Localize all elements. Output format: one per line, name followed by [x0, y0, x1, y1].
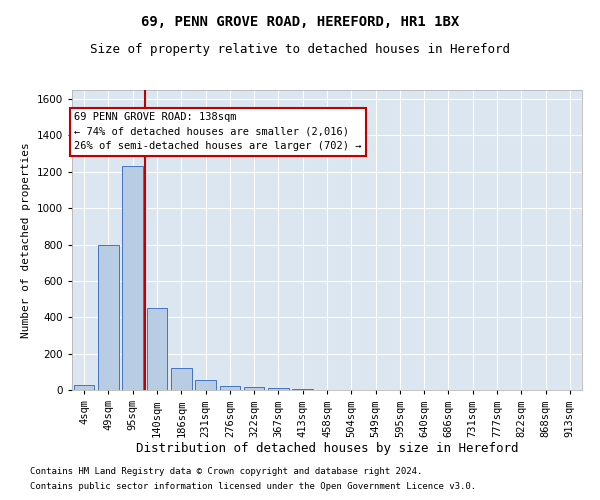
Bar — [146, 308, 167, 390]
Bar — [74, 386, 94, 390]
Bar — [244, 388, 265, 390]
X-axis label: Distribution of detached houses by size in Hereford: Distribution of detached houses by size … — [136, 442, 518, 455]
Text: Contains HM Land Registry data © Crown copyright and database right 2024.: Contains HM Land Registry data © Crown c… — [30, 467, 422, 476]
Bar — [292, 389, 313, 390]
Text: Size of property relative to detached houses in Hereford: Size of property relative to detached ho… — [90, 42, 510, 56]
Bar — [195, 380, 216, 390]
Text: 69, PENN GROVE ROAD, HEREFORD, HR1 1BX: 69, PENN GROVE ROAD, HEREFORD, HR1 1BX — [141, 15, 459, 29]
Bar — [171, 368, 191, 390]
Bar — [220, 386, 240, 390]
Bar — [268, 388, 289, 390]
Bar — [122, 166, 143, 390]
Bar — [98, 244, 119, 390]
Text: 69 PENN GROVE ROAD: 138sqm
← 74% of detached houses are smaller (2,016)
26% of s: 69 PENN GROVE ROAD: 138sqm ← 74% of deta… — [74, 112, 362, 152]
Y-axis label: Number of detached properties: Number of detached properties — [21, 142, 31, 338]
Text: Contains public sector information licensed under the Open Government Licence v3: Contains public sector information licen… — [30, 482, 476, 491]
